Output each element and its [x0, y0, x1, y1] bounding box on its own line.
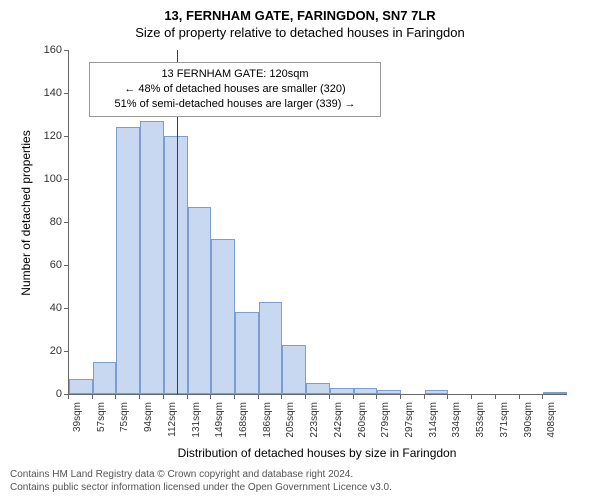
- footer-attribution: Contains HM Land Registry data © Crown c…: [0, 468, 600, 494]
- x-tick-mark: [139, 394, 140, 399]
- x-tick-mark: [542, 394, 543, 399]
- y-tick-mark: [64, 179, 69, 180]
- x-tick-mark: [353, 394, 354, 399]
- y-tick-mark: [64, 308, 69, 309]
- x-tick-label: 168sqm: [238, 402, 249, 438]
- histogram-bar: [164, 136, 188, 394]
- y-tick-mark: [64, 222, 69, 223]
- y-tick-label: 0: [0, 388, 62, 400]
- x-tick-mark: [234, 394, 235, 399]
- x-tick-label: 260sqm: [357, 402, 368, 438]
- x-axis-label: Distribution of detached houses by size …: [68, 446, 566, 460]
- x-tick-label: 242sqm: [333, 402, 344, 438]
- plot-area: 13 FERNHAM GATE: 120sqm← 48% of detached…: [68, 50, 567, 395]
- x-tick-label: 371sqm: [499, 402, 510, 438]
- x-tick-mark: [400, 394, 401, 399]
- histogram-bar: [282, 345, 306, 394]
- x-tick-mark: [163, 394, 164, 399]
- chart-title-sub: Size of property relative to detached ho…: [0, 23, 600, 40]
- histogram-bar: [330, 388, 354, 394]
- x-tick-label: 353sqm: [475, 402, 486, 438]
- x-tick-label: 297sqm: [404, 402, 415, 438]
- x-tick-mark: [187, 394, 188, 399]
- footer-line-1: Contains HM Land Registry data © Crown c…: [10, 468, 590, 481]
- x-tick-mark: [519, 394, 520, 399]
- x-tick-label: 57sqm: [96, 402, 107, 432]
- histogram-bar: [259, 302, 283, 394]
- x-tick-label: 279sqm: [380, 402, 391, 438]
- x-tick-mark: [210, 394, 211, 399]
- x-tick-mark: [329, 394, 330, 399]
- y-tick-mark: [64, 351, 69, 352]
- histogram-bar: [211, 239, 235, 394]
- y-tick-label: 160: [0, 44, 62, 56]
- histogram-bar: [188, 207, 212, 394]
- x-tick-label: 390sqm: [523, 402, 534, 438]
- x-tick-label: 314sqm: [428, 402, 439, 438]
- histogram-bar: [235, 312, 259, 394]
- x-tick-label: 149sqm: [214, 402, 225, 438]
- x-tick-mark: [92, 394, 93, 399]
- x-tick-mark: [471, 394, 472, 399]
- y-tick-label: 60: [0, 259, 62, 271]
- chart-title-main: 13, FERNHAM GATE, FARINGDON, SN7 7LR: [0, 0, 600, 23]
- histogram-bar: [543, 392, 567, 394]
- x-tick-mark: [115, 394, 116, 399]
- x-tick-mark: [376, 394, 377, 399]
- histogram-bar: [69, 379, 93, 394]
- annotation-line-3: 51% of semi-detached houses are larger (…: [98, 97, 372, 112]
- y-tick-label: 20: [0, 345, 62, 357]
- histogram-bar: [116, 127, 140, 394]
- x-tick-label: 39sqm: [72, 402, 83, 432]
- x-tick-label: 94sqm: [143, 402, 154, 432]
- x-tick-label: 205sqm: [285, 402, 296, 438]
- x-tick-label: 334sqm: [451, 402, 462, 438]
- y-tick-label: 100: [0, 173, 62, 185]
- x-tick-mark: [447, 394, 448, 399]
- histogram-bar: [306, 383, 330, 394]
- annotation-line-2: ← 48% of detached houses are smaller (32…: [98, 82, 372, 97]
- x-tick-label: 408sqm: [546, 402, 557, 438]
- x-tick-label: 186sqm: [262, 402, 273, 438]
- x-tick-mark: [305, 394, 306, 399]
- x-tick-mark: [258, 394, 259, 399]
- histogram-bar: [93, 362, 117, 394]
- y-tick-label: 140: [0, 87, 62, 99]
- x-tick-mark: [495, 394, 496, 399]
- x-tick-mark: [68, 394, 69, 399]
- histogram-bar: [140, 121, 164, 394]
- y-tick-mark: [64, 136, 69, 137]
- y-tick-label: 40: [0, 302, 62, 314]
- x-tick-label: 112sqm: [167, 402, 178, 437]
- chart-container: 13, FERNHAM GATE, FARINGDON, SN7 7LR Siz…: [0, 0, 600, 500]
- annotation-box: 13 FERNHAM GATE: 120sqm← 48% of detached…: [89, 62, 381, 117]
- x-tick-label: 131sqm: [191, 402, 202, 438]
- histogram-bar: [425, 390, 449, 394]
- y-tick-mark: [64, 265, 69, 266]
- y-tick-label: 120: [0, 130, 62, 142]
- y-tick-label: 80: [0, 216, 62, 228]
- footer-line-2: Contains public sector information licen…: [10, 481, 590, 494]
- y-tick-mark: [64, 93, 69, 94]
- histogram-bar: [354, 388, 378, 394]
- x-tick-label: 223sqm: [309, 402, 320, 438]
- y-tick-mark: [64, 50, 69, 51]
- histogram-bar: [377, 390, 401, 394]
- x-tick-mark: [281, 394, 282, 399]
- x-tick-mark: [424, 394, 425, 399]
- x-tick-label: 75sqm: [119, 402, 130, 432]
- annotation-line-1: 13 FERNHAM GATE: 120sqm: [98, 67, 372, 82]
